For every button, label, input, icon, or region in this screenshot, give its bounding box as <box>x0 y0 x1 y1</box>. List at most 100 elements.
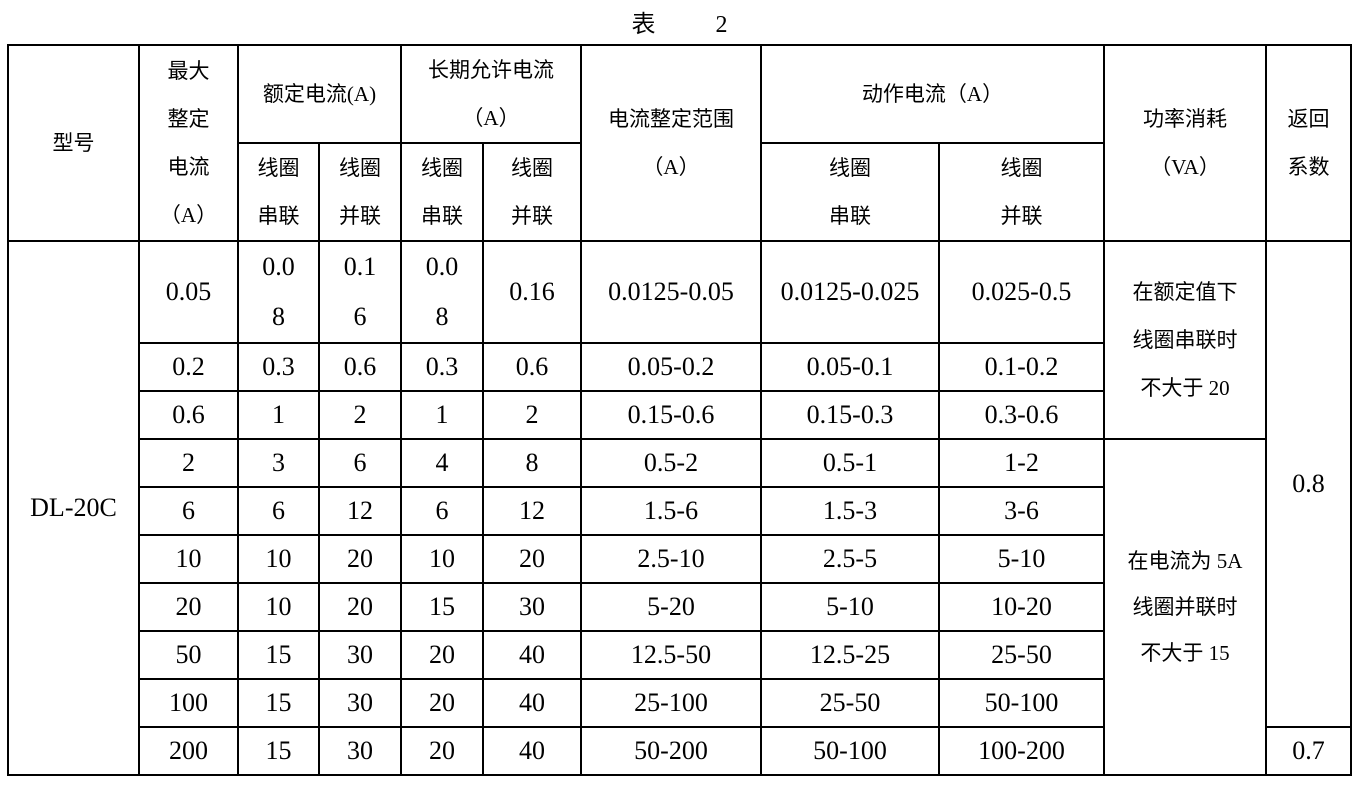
cell-max: 100 <box>138 678 239 728</box>
cell-rated-s: 10 <box>237 534 320 584</box>
cell-value: 6 <box>182 496 195 525</box>
cell-value: 0.6 <box>515 352 549 381</box>
cell-op-s: 50-100 <box>760 726 940 776</box>
cell-long-s: 0.08 <box>400 240 484 344</box>
cell-range: 0.5-2 <box>580 438 762 488</box>
cell-value: 2 <box>182 448 195 477</box>
cell-long-s: 15 <box>400 582 484 632</box>
cell-value: 1.5-3 <box>822 496 878 525</box>
table-row: 200 15 30 20 40 50-200 50-100 100-200 0.7 <box>8 726 1353 776</box>
cell-value: 15 <box>265 736 292 765</box>
return-coefficient-cell: 0.7 <box>1265 726 1353 776</box>
cell-value: 12.5-25 <box>809 640 891 669</box>
cell-long-p: 2 <box>482 390 582 440</box>
table-row: 20 10 20 15 30 5-20 5-10 10-20 <box>8 582 1351 632</box>
cell-long-p: 40 <box>482 678 582 728</box>
cell-value: 30 <box>347 736 373 765</box>
cell-value: 12 <box>519 496 545 525</box>
cell-value: 0.2 <box>172 352 205 381</box>
cell-long-p: 40 <box>482 630 582 680</box>
cell-value: 0.6 <box>343 352 377 381</box>
table-row: 10 10 20 10 20 2.5-10 2.5-5 5-10 <box>8 534 1351 584</box>
cell-range: 0.15-0.6 <box>580 390 762 440</box>
cell-op-s: 2.5-5 <box>760 534 940 584</box>
cell-value: 6 <box>353 448 367 477</box>
cell-long-s: 0.3 <box>400 342 484 392</box>
header-power-consumption: 功率消耗 （VA） <box>1103 44 1268 242</box>
table-row: 2 3 6 4 8 0.5-2 0.5-1 1-2 在电流为 5A 线圈并联时 不大于 15 <box>8 438 1351 776</box>
header-operating-current: 动作电流（A） <box>759 44 1106 144</box>
cell-value: 20 <box>519 544 545 573</box>
cell-long-p: 8 <box>482 438 582 488</box>
cell-value: 6 <box>272 496 285 525</box>
cell-range: 1.5-6 <box>580 486 762 536</box>
cell-long-s: 1 <box>400 390 484 440</box>
cell-value: 3-6 <box>1004 496 1039 525</box>
cell-op-s: 1.5-3 <box>760 486 940 536</box>
cell-op-p: 100-200 <box>937 726 1106 776</box>
cell-op-s: 0.05-0.1 <box>760 342 940 392</box>
cell-value: 20 <box>347 544 373 573</box>
cell-max: 10 <box>138 534 239 584</box>
cell-value: 4 <box>435 448 449 477</box>
cell-value: 1.5-6 <box>643 496 699 525</box>
cell-range: 0.05-0.2 <box>580 342 762 392</box>
cell-value: 1 <box>435 400 449 429</box>
cell-value: 0.08 <box>425 252 459 331</box>
cell-long-p: 0.16 <box>482 240 582 344</box>
cell-op-p: 3-6 <box>937 486 1106 536</box>
cell-op-s: 25-50 <box>760 678 940 728</box>
header-rated-parallel: 线圈 并联 <box>318 142 402 242</box>
cell-value: 100 <box>169 688 208 717</box>
cell-op-p: 0.1-0.2 <box>937 342 1106 392</box>
cell-range: 12.5-50 <box>580 630 762 680</box>
cell-value: 15 <box>265 640 292 669</box>
cell-max: 50 <box>138 630 239 680</box>
cell-value: 0.5-1 <box>822 448 878 477</box>
cell-value: 0.0125-0.05 <box>608 277 734 306</box>
cell-value: 10 <box>265 544 292 573</box>
cell-value: 0.15-0.3 <box>806 400 894 429</box>
cell-op-s: 0.15-0.3 <box>760 390 940 440</box>
relay-spec-table: 型号 最大 整定 电流 （A） 额定电流(A) 长期允许电流 （A） 电流整定范… <box>7 44 1353 776</box>
cell-value: 20 <box>175 592 202 621</box>
cell-value: 2 <box>353 400 367 429</box>
cell-value: 0.15-0.6 <box>627 400 715 429</box>
table-row: 50 15 30 20 40 12.5-50 12.5-25 25-50 <box>8 630 1351 680</box>
cell-value: 12.5-50 <box>630 640 712 669</box>
cell-value: 0.025-0.5 <box>971 277 1072 306</box>
cell-rated-s: 0.3 <box>237 342 320 392</box>
cell-value: 20 <box>347 592 373 621</box>
cell-max: 20 <box>138 582 239 632</box>
cell-value: 0.05 <box>165 277 212 306</box>
cell-op-s: 5-10 <box>760 582 940 632</box>
header-setting-range: 电流整定范围 （A） <box>580 44 762 242</box>
cell-range: 5-20 <box>580 582 762 632</box>
header-max-setting-current: 最大 整定 电流 （A） <box>138 44 239 242</box>
cell-long-p: 20 <box>482 534 582 584</box>
cell-range: 0.0125-0.05 <box>580 240 762 344</box>
cell-value: 30 <box>347 688 373 717</box>
cell-rated-p: 30 <box>318 630 402 680</box>
cell-value: 8 <box>525 448 539 477</box>
cell-rated-p: 12 <box>318 486 402 536</box>
cell-value: 1-2 <box>1004 448 1039 477</box>
cell-range: 25-100 <box>580 678 762 728</box>
cell-value: 40 <box>519 688 545 717</box>
cell-value: 5-10 <box>997 544 1046 573</box>
cell-op-p: 1-2 <box>937 438 1106 488</box>
cell-value: 2.5-5 <box>822 544 878 573</box>
cell-long-s: 10 <box>400 534 484 584</box>
cell-long-s: 20 <box>400 630 484 680</box>
header-op-series: 线圈 串联 <box>760 142 940 242</box>
cell-value: 50-100 <box>813 736 887 765</box>
cell-rated-p: 0.6 <box>318 342 402 392</box>
cell-rated-p: 20 <box>318 534 402 584</box>
cell-value: 0.6 <box>172 400 205 429</box>
cell-rated-s: 0.08 <box>237 240 320 344</box>
cell-rated-s: 15 <box>237 726 320 776</box>
cell-op-s: 0.5-1 <box>760 438 940 488</box>
cell-value: 25-50 <box>819 688 881 717</box>
cell-long-s: 6 <box>400 486 484 536</box>
cell-long-p: 30 <box>482 582 582 632</box>
